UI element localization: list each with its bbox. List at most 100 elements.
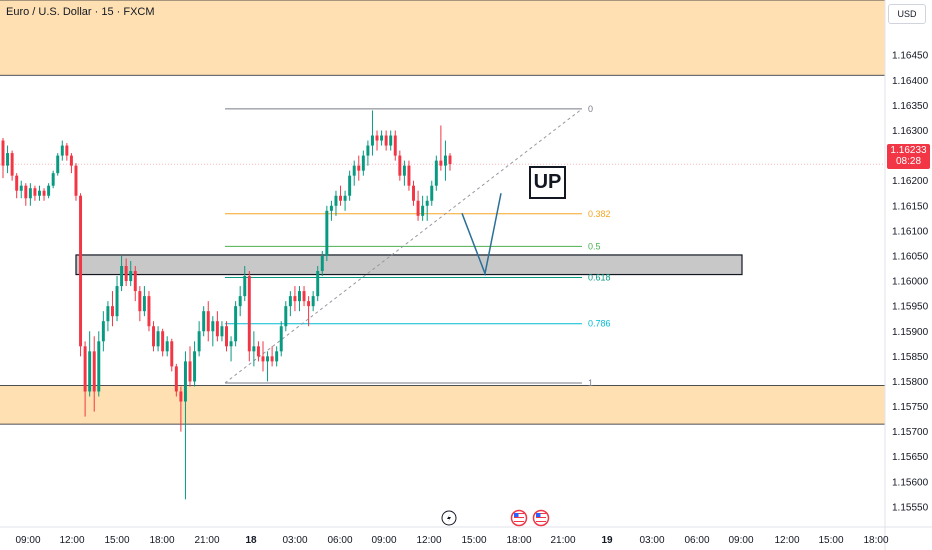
event-markers[interactable]	[441, 509, 550, 527]
candle-body	[261, 356, 265, 362]
candle-body	[393, 135, 397, 156]
candle-body	[220, 326, 224, 337]
candle-body	[206, 311, 210, 332]
fib-label-0: 0	[588, 104, 593, 114]
flag-stripe	[514, 521, 524, 522]
price-tick-label: 1.15900	[892, 327, 929, 338]
price-tick-label: 1.16300	[892, 126, 929, 137]
fib-label-0.618: 0.618	[588, 273, 611, 283]
flag-stripe	[536, 515, 546, 516]
candle-body	[47, 185, 51, 196]
price-tick-label: 1.15600	[892, 477, 929, 488]
price-tick-label: 1.16100	[892, 226, 929, 237]
flag-stripe	[514, 517, 524, 518]
price-tick-label: 1.16150	[892, 201, 929, 212]
flag-stripe	[536, 519, 546, 520]
price-tick-label: 1.16200	[892, 176, 929, 187]
candle-body	[380, 135, 384, 141]
candle-body	[302, 291, 306, 302]
price-tick-label: 1.15950	[892, 302, 929, 313]
time-tick-label: 18:00	[863, 535, 888, 546]
time-tick-label: 15:00	[104, 535, 129, 546]
candle-body	[288, 296, 292, 307]
candle-body	[24, 185, 28, 199]
candle-body	[92, 351, 96, 392]
candle-body	[188, 361, 192, 382]
candle-body	[6, 153, 10, 166]
up-annotation[interactable]: UP	[529, 166, 566, 199]
us-flag-icon[interactable]	[532, 509, 550, 527]
candle-body	[74, 165, 78, 196]
candle-body	[307, 301, 311, 307]
fib-label-0.5: 0.5	[588, 241, 601, 251]
overlay-layer	[461, 193, 502, 277]
flag-stripe	[536, 513, 546, 514]
candle-body	[97, 341, 101, 392]
candle-body	[147, 296, 151, 327]
price-tick-label: 1.15650	[892, 452, 929, 463]
candle-body	[69, 155, 73, 166]
candle-body	[448, 155, 452, 165]
candle-body	[275, 351, 279, 362]
candle-body	[129, 271, 133, 282]
price-tick-label: 1.15750	[892, 402, 929, 413]
candle-body	[297, 291, 301, 302]
candle-body	[370, 135, 374, 146]
time-tick-label: 18:00	[506, 535, 531, 546]
currency-button[interactable]: USD	[888, 4, 926, 24]
candle-body	[79, 195, 83, 347]
time-tick-label: 06:00	[684, 535, 709, 546]
candle-body	[439, 160, 443, 166]
candle-body	[389, 135, 393, 146]
candle-body	[247, 276, 251, 352]
candle-body	[83, 346, 87, 392]
lightning-icon[interactable]	[441, 510, 457, 526]
candle-body	[179, 391, 183, 402]
candle-body	[124, 266, 128, 282]
flag-stripe	[514, 515, 524, 516]
price-tick-label: 1.15700	[892, 427, 929, 438]
candle-body	[320, 255, 324, 272]
lightning-bolt	[447, 514, 451, 522]
price-tick-label: 1.16400	[892, 76, 929, 87]
candle-body	[325, 210, 329, 256]
candle-body	[161, 331, 165, 352]
candle-body	[402, 165, 406, 176]
fib-label-1: 1	[588, 378, 593, 388]
projection-path	[461, 193, 502, 277]
candle-body	[225, 326, 228, 347]
candle-body	[33, 188, 37, 196]
time-tick-label: 18	[245, 535, 257, 546]
candle-body	[156, 331, 160, 347]
gray-zone	[75, 254, 743, 276]
candle-body	[106, 306, 110, 322]
candle-body	[375, 135, 379, 141]
candle-body	[115, 286, 119, 317]
us-flag-icon[interactable]	[510, 509, 528, 527]
bar-countdown: 08:28	[895, 156, 922, 167]
candle-body	[366, 145, 370, 156]
fib-trend-line	[224, 108, 583, 384]
time-tick-label: 09:00	[371, 535, 396, 546]
candle-body	[110, 306, 114, 317]
time-tick-label: 09:00	[728, 535, 753, 546]
flag-stripe	[536, 521, 546, 522]
candle-body	[361, 155, 365, 171]
candle-body	[120, 266, 124, 287]
candle-body	[293, 296, 297, 302]
candle-body	[15, 175, 19, 191]
time-tick-label: 03:00	[282, 535, 307, 546]
time-tick-label: 06:00	[327, 535, 352, 546]
candle-body	[183, 361, 187, 402]
price-axis[interactable]: 1.164501.164001.163501.163001.162501.162…	[892, 51, 929, 514]
time-axis[interactable]: 09:00 12:00 15:00 18:00 21:00 18 03:00 06:00 09:…	[15, 535, 888, 546]
fibonacci-retracement[interactable]: 0 0.382 0.5 0.618 0.786 1	[224, 104, 611, 388]
candle-body	[329, 205, 333, 211]
candle-body	[238, 296, 242, 307]
candle-body	[65, 145, 69, 156]
fib-label-0.382: 0.382	[588, 209, 611, 219]
candle-body	[352, 165, 356, 176]
time-tick-label: 12:00	[774, 535, 799, 546]
